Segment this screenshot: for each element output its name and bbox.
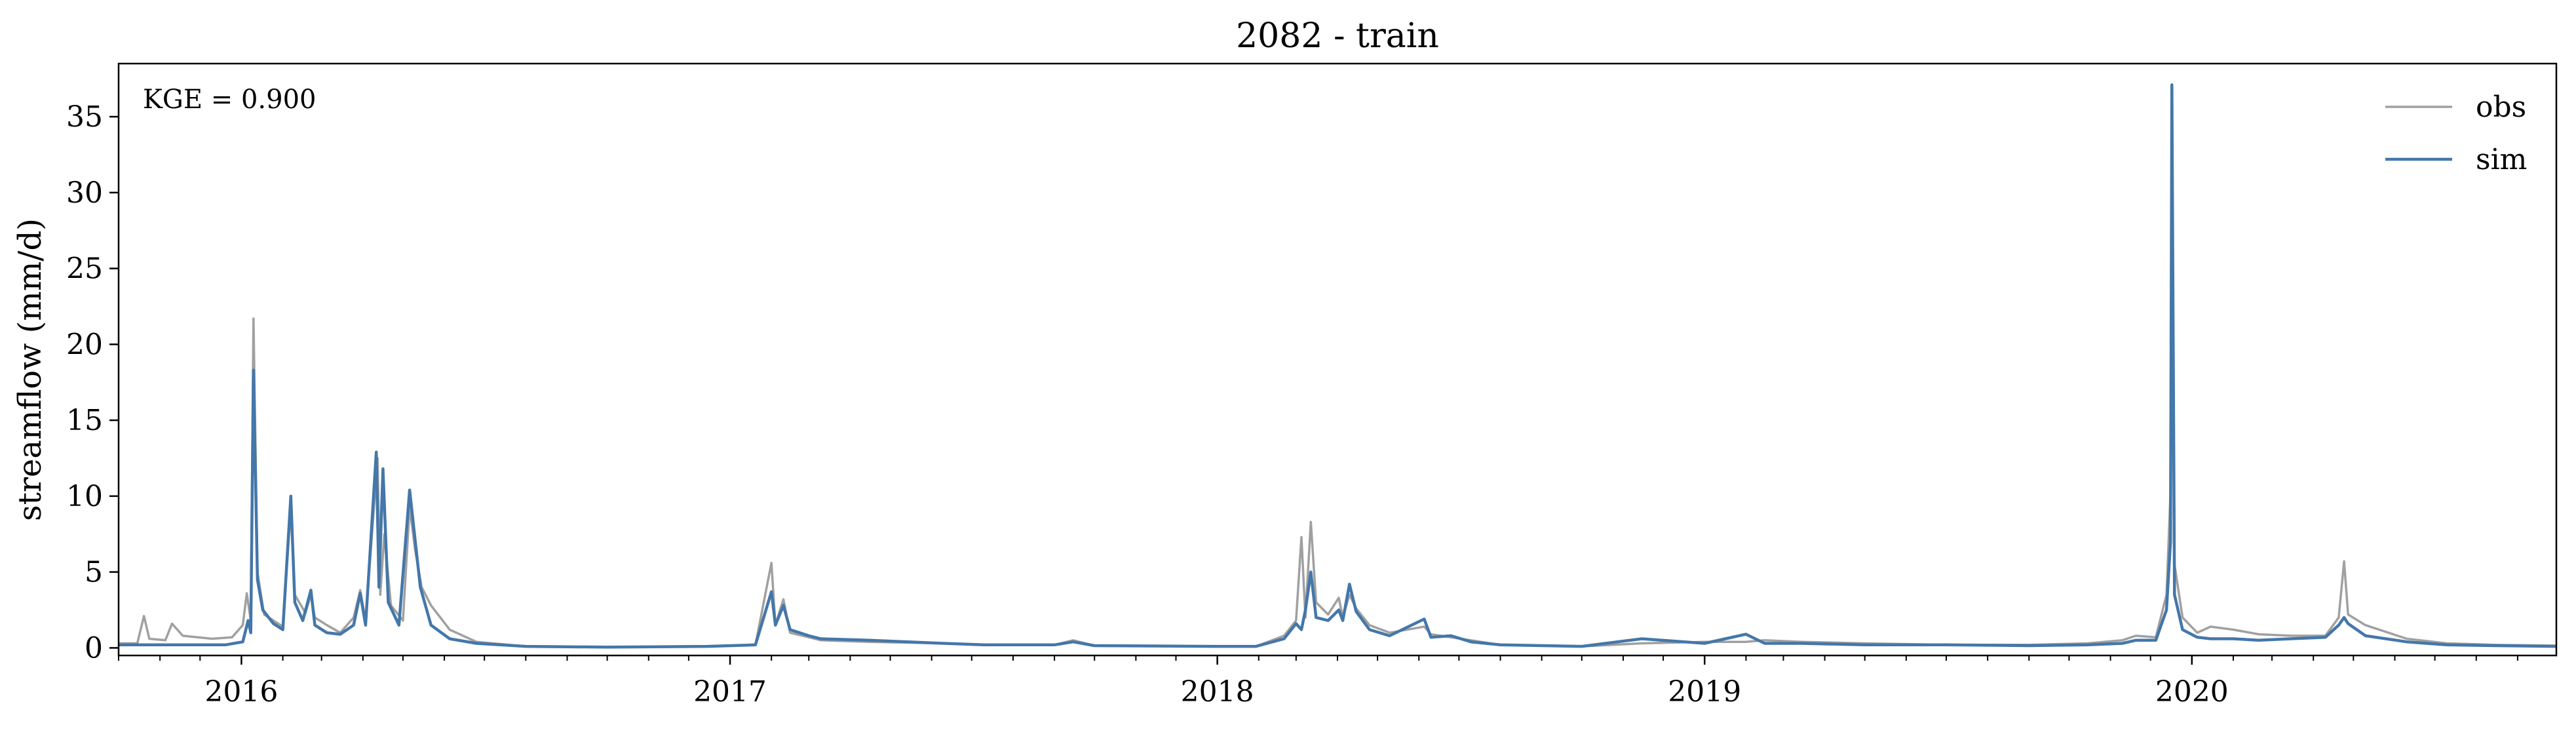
legend: obs sim: [2385, 90, 2527, 176]
series-layer: [119, 83, 2556, 649]
x-tick-label: 2016: [204, 675, 278, 709]
kge-annotation: KGE = 0.900: [143, 85, 317, 115]
x-tick-label: 2019: [1668, 675, 1741, 709]
y-tick-label: 20: [66, 328, 103, 361]
y-tick-label: 15: [66, 404, 103, 437]
x-tick-label: 2018: [1181, 675, 1254, 709]
x-tick-label: 2017: [693, 675, 767, 709]
series-line-obs: [119, 85, 2556, 649]
y-tick-label: 35: [66, 100, 103, 134]
y-tick-label: 0: [85, 631, 103, 665]
y-axis-label: streamflow (mm/d): [12, 218, 48, 521]
x-axis: 2016 2017 2018 2019 2020: [118, 655, 2518, 709]
legend-label-obs: obs: [2476, 90, 2526, 124]
x-tick-label: 2020: [2155, 675, 2229, 709]
y-axis: 0 5 10 15 20 25 30 35: [66, 100, 119, 665]
series-line-sim: [119, 83, 2556, 649]
y-tick-label: 30: [66, 176, 103, 210]
y-tick-label: 10: [66, 480, 103, 513]
y-tick-label: 25: [66, 252, 103, 286]
y-tick-label: 5: [85, 556, 103, 589]
chart-title: 2082 - train: [1236, 16, 1439, 56]
plot-frame: [117, 62, 2558, 657]
legend-label-sim: sim: [2476, 143, 2527, 176]
